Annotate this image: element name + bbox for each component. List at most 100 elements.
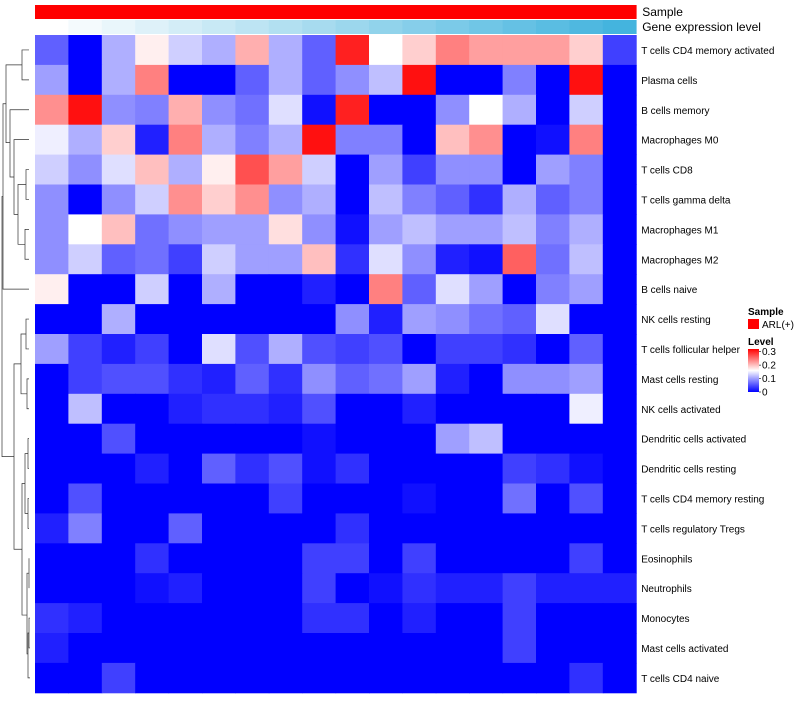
annotation-cell <box>569 20 604 34</box>
heatmap-cell <box>602 214 637 245</box>
heatmap-cell <box>235 214 270 245</box>
heatmap-cell <box>202 244 236 275</box>
row-label: Neutrophils <box>641 584 692 595</box>
dendrogram-branch <box>9 109 29 178</box>
heatmap-cell <box>435 154 470 185</box>
heatmap-cell <box>235 94 270 126</box>
row-label: B cells memory <box>641 106 709 117</box>
heatmap-cell <box>502 184 537 215</box>
heatmap-cell <box>369 513 403 544</box>
heatmap-cell <box>235 573 270 604</box>
heatmap-cell <box>469 274 504 305</box>
heatmap-cell <box>101 633 136 664</box>
heatmap-cell <box>135 603 170 634</box>
heatmap-cell <box>469 363 504 395</box>
heatmap-cell <box>35 603 69 634</box>
heatmap-cell <box>536 244 570 275</box>
dendrogram-branch <box>26 572 29 655</box>
heatmap-cell <box>302 393 337 425</box>
heatmap-cell <box>335 453 370 484</box>
heatmap-cell <box>502 513 537 544</box>
heatmap-cell <box>202 35 236 66</box>
heatmap-cell <box>502 453 537 484</box>
heatmap-cell <box>202 603 236 634</box>
heatmap-cells <box>35 35 637 694</box>
annotation-cell <box>402 5 437 19</box>
annotation-cell <box>268 20 303 34</box>
heatmap-cell <box>369 662 403 694</box>
heatmap-cell <box>101 543 136 574</box>
row-label: B cells naive <box>641 285 698 296</box>
heatmap-cell <box>502 633 537 664</box>
heatmap-cell <box>35 214 69 245</box>
heatmap-cell <box>402 35 437 66</box>
dendrogram-branch <box>24 229 29 260</box>
annotation-cell <box>402 20 437 34</box>
row-label: Dendritic cells resting <box>641 465 736 476</box>
annotation-cell <box>369 20 403 34</box>
heatmap-cell <box>135 304 170 335</box>
heatmap-cell <box>202 662 236 694</box>
heatmap-cell <box>101 244 136 275</box>
heatmap-cell <box>602 543 637 574</box>
heatmap-cell <box>536 64 570 96</box>
heatmap-cell <box>369 214 403 245</box>
heatmap-cell <box>469 483 504 514</box>
heatmap-cell <box>569 154 604 185</box>
heatmap-cell <box>536 124 570 156</box>
heatmap-cell <box>35 483 69 514</box>
heatmap-cell <box>369 573 403 604</box>
heatmap-cell <box>536 363 570 395</box>
heatmap-cell <box>235 64 270 96</box>
heatmap-cell <box>302 154 337 185</box>
heatmap-cell <box>35 513 69 544</box>
heatmap-cell <box>402 513 437 544</box>
heatmap-cell <box>202 453 236 484</box>
heatmap-cell <box>235 154 270 185</box>
heatmap-cell <box>435 363 470 395</box>
annotation-cell <box>68 5 103 19</box>
legend-tick-label: 0.3 <box>762 347 776 358</box>
heatmap-cell <box>235 483 270 514</box>
heatmap-cell <box>235 334 270 365</box>
heatmap-cell <box>135 124 170 156</box>
heatmap-cell <box>402 124 437 156</box>
heatmap-cell <box>402 154 437 185</box>
heatmap-cell <box>68 513 103 544</box>
heatmap-cell <box>369 483 403 514</box>
dendrogram-branch <box>21 49 29 81</box>
heatmap-cell <box>135 573 170 604</box>
row-label: T cells gamma delta <box>641 195 731 206</box>
heatmap-cell <box>135 483 170 514</box>
row-label: T cells CD4 memory resting <box>641 494 764 505</box>
heatmap-cell <box>135 184 170 215</box>
heatmap-cell <box>402 214 437 245</box>
heatmap-cell <box>602 154 637 185</box>
heatmap-cell <box>369 244 403 275</box>
heatmap-cell <box>135 513 170 544</box>
heatmap-cell <box>502 244 537 275</box>
heatmap-cell <box>35 184 69 215</box>
heatmap-cell <box>402 423 437 455</box>
heatmap-cell <box>35 274 69 305</box>
heatmap-cell <box>435 184 470 215</box>
legend-tick-label: 0.2 <box>762 361 776 372</box>
heatmap-cell <box>536 304 570 335</box>
heatmap-cell <box>335 662 370 694</box>
row-dendrogram <box>1 49 30 679</box>
heatmap-cell <box>469 304 504 335</box>
heatmap-cell <box>302 603 337 634</box>
heatmap-cell <box>536 214 570 245</box>
heatmap-cell <box>235 304 270 335</box>
heatmap-cell <box>469 334 504 365</box>
heatmap-cell <box>502 154 537 185</box>
heatmap-cell <box>202 573 236 604</box>
heatmap-cell <box>68 603 103 634</box>
row-label: T cells CD4 memory activated <box>641 46 774 57</box>
heatmap-cell <box>502 483 537 514</box>
heatmap-cell <box>235 35 270 66</box>
heatmap-cell <box>135 274 170 305</box>
heatmap-cell <box>35 633 69 664</box>
heatmap-cell <box>602 513 637 544</box>
heatmap-cell <box>435 633 470 664</box>
